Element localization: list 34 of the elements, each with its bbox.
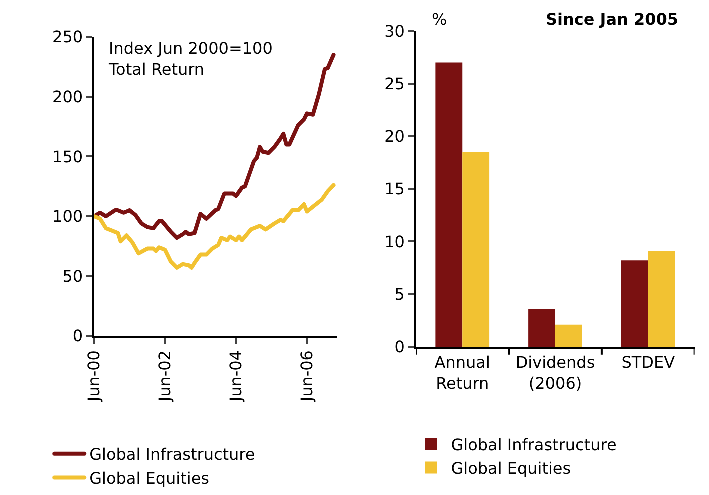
x-tick-label: Jun-06: [297, 350, 316, 403]
y-tick-label: 200: [52, 88, 84, 107]
bar: [556, 324, 582, 347]
x-tick-label: Annual Return: [434, 353, 490, 393]
bar: [528, 309, 556, 347]
y-tick-label: 100: [52, 207, 84, 226]
legend-label: Global Infrastructure: [90, 445, 256, 464]
legend-label: Global Infrastructure: [451, 435, 617, 454]
legend-label: Global Equities: [451, 459, 572, 478]
x-tick-label: Jun-04: [226, 350, 246, 403]
y-tick-label: 150: [52, 147, 84, 166]
y-tick-label: 20: [384, 127, 405, 146]
y-tick-label: 5: [394, 284, 405, 304]
y-axis-title: %: [432, 10, 448, 29]
annotation: Index Jun 2000=100 Total Return: [108, 39, 273, 79]
line-series: [94, 183, 336, 270]
y-tick-label: 50: [62, 266, 84, 286]
y-tick-label: 30: [384, 22, 405, 41]
y-tick-label: 0: [394, 338, 405, 357]
y-tick-label: 25: [384, 74, 405, 94]
y-tick-label: 0: [72, 326, 84, 346]
bar: [436, 62, 463, 347]
x-tick-label: Dividends (2006): [516, 353, 596, 393]
y-tick-label: 10: [384, 232, 405, 252]
bar: [621, 260, 648, 347]
x-tick-label: Jun-02: [155, 350, 174, 403]
bar: [462, 152, 490, 347]
y-tick-label: 250: [52, 28, 84, 47]
y-tick-label: 15: [384, 180, 405, 199]
bar: [648, 251, 676, 347]
x-tick-label: Jun-00: [84, 350, 104, 403]
chart-title: Since Jan 2005: [546, 10, 679, 29]
legend-label: Global Equities: [90, 468, 210, 488]
x-tick-label: STDEV: [622, 353, 676, 372]
